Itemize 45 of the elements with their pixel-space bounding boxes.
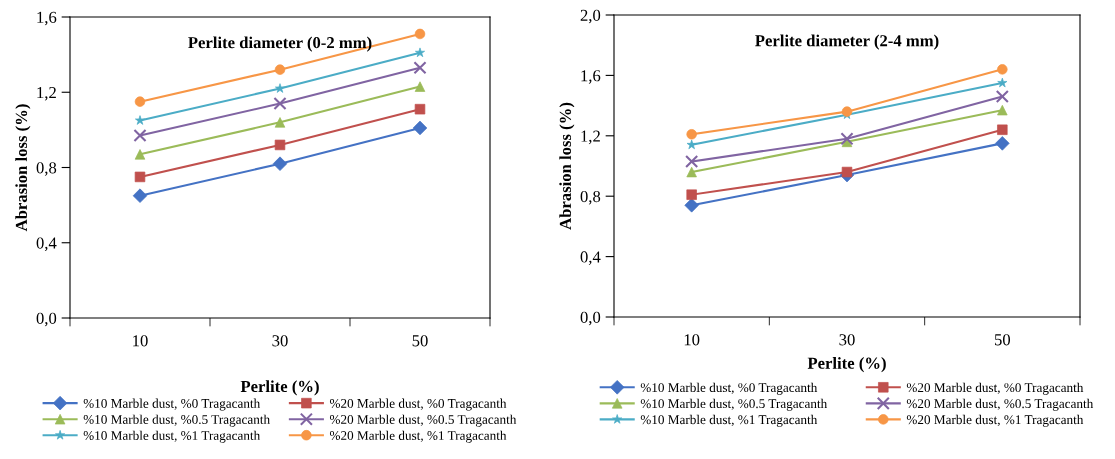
y-tick-label: 1,6: [581, 70, 601, 84]
legend-label: %10 Marble dust, %0 Tragacanth: [83, 398, 261, 411]
y-tick-label: 0,8: [580, 190, 601, 205]
legend-label: %20 Marble dust, %1 Tragacanth: [906, 414, 1084, 427]
x-tick-label: 50: [994, 334, 1011, 346]
legend-label: %10 Marble dust, %0.5 Tragacanth: [83, 414, 270, 427]
x-axis-title: Perlite (%): [807, 357, 886, 373]
legend-label: %20 Marble dust, %0.5 Tragacanth: [906, 398, 1094, 411]
y-tick-label: 0,8: [36, 162, 57, 176]
y-tick-label: 1,2: [37, 87, 56, 101]
point: [995, 89, 1009, 104]
text: Perlite diameter (0-2 mm): [188, 36, 372, 52]
legend-label: %10 Marble dust, %1 Tragacanth: [83, 430, 261, 443]
x-tick-label: 50: [412, 335, 428, 347]
x-tick-label: 10: [133, 335, 148, 347]
point: [274, 139, 286, 151]
y-axis-title: Abrasion loss (%): [15, 104, 31, 232]
legend-label: %20 Marble dust, %1 Tragacanth: [329, 430, 507, 443]
point: [413, 61, 427, 75]
point: [133, 128, 147, 143]
legend-label: %10 Marble dust, %1 Tragacanth: [640, 414, 818, 427]
y-tick-label: 0,0: [36, 312, 57, 327]
legend-label: %10 Marble dust, %0 Tragacanth: [640, 382, 818, 395]
y-tick-label: 0,4: [580, 251, 601, 265]
legend-label: %20 Marble dust, %0 Tragacanth: [329, 398, 507, 411]
y-axis-title: Abrasion loss (%): [559, 102, 575, 230]
point: [840, 132, 854, 146]
y-tick-label: 2,0: [580, 9, 601, 24]
legend-label: %20 Marble dust, %0.5 Tragacanth: [329, 414, 517, 427]
x-tick-label: 30: [272, 335, 288, 347]
point: [841, 166, 853, 178]
legend-label: %20 Marble dust, %0 Tragacanth: [906, 382, 1084, 395]
x-tick-label: 30: [839, 334, 855, 346]
y-tick-label: 1,6: [37, 11, 57, 26]
point: [685, 154, 699, 169]
legend-label: %10 Marble dust, %0.5 Tragacanth: [640, 398, 828, 411]
y-tick-label: 0,4: [36, 237, 57, 252]
point: [132, 188, 148, 203]
y-tick-label: 0,0: [580, 311, 601, 326]
x-tick-label: 10: [684, 334, 700, 346]
x-axis-title: Perlite (%): [240, 380, 319, 396]
point: [273, 96, 287, 111]
point: [272, 156, 288, 171]
y-tick-label: 1,2: [581, 130, 600, 145]
text: Perlite diameter (2-4 mm): [755, 34, 939, 50]
